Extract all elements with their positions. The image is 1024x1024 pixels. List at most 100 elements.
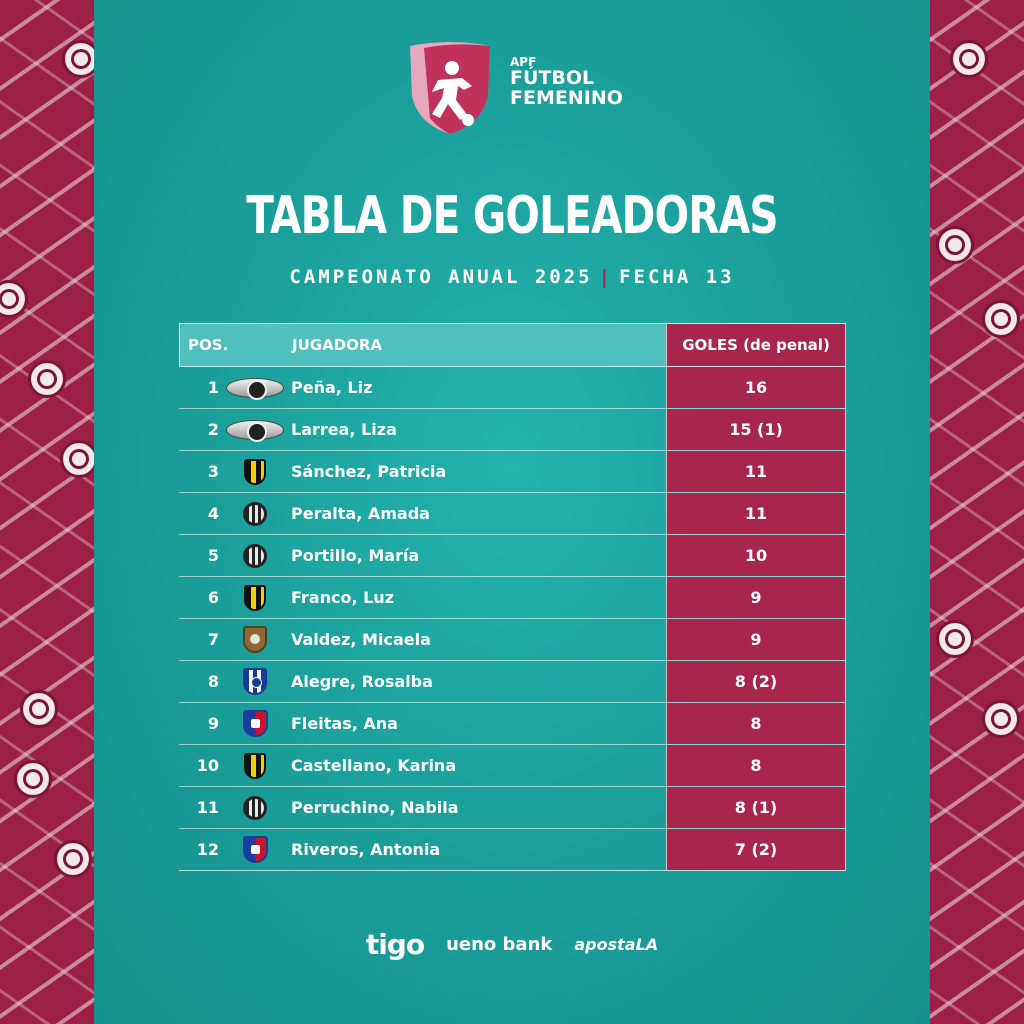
page-subtitle: CAMPEONATO ANUAL 2025 | FECHA 13: [0, 266, 1024, 288]
row-player: Alegre, Rosalba: [291, 672, 433, 691]
row-goals: 8 (1): [666, 787, 846, 828]
left-pattern-panel: [0, 0, 94, 1024]
guarani-crest-icon: [244, 584, 266, 611]
soccer-ball-icon: [982, 700, 1020, 738]
soccer-ball-icon: [982, 300, 1020, 338]
header-goals: GOLES (de penal): [666, 324, 846, 366]
guarani-crest-icon: [244, 458, 266, 485]
table-row: 4 Peralta, Amada 11: [179, 493, 846, 535]
cerro-crest-icon: [242, 710, 268, 737]
right-pattern-panel: [930, 0, 1024, 1024]
row-pos: 4: [207, 504, 219, 523]
row-goals: 11: [666, 451, 846, 492]
cerro-crest-icon: [242, 836, 268, 863]
crest-slot: [219, 458, 291, 485]
crest-slot: [219, 668, 291, 695]
row-pos: 10: [196, 756, 219, 775]
row-goals: 8: [666, 745, 846, 786]
ameliano-crest-icon: [243, 668, 267, 695]
olimpia-wings-crest-icon: [226, 419, 284, 442]
row-player: Perruchino, Nabila: [291, 798, 459, 817]
row-goals: 16: [666, 367, 846, 408]
table-row: 9 Fleitas, Ana 8: [179, 703, 846, 745]
table-row: 8 Alegre, Rosalba 8 (2): [179, 661, 846, 703]
row-goals: 11: [666, 493, 846, 534]
crest-slot: [219, 795, 291, 820]
table-row: 6 Franco, Luz 9: [179, 577, 846, 619]
sponsors-bar: tigo ueno bank apostaLA: [0, 928, 1024, 961]
olimpia-round-crest-icon: [243, 501, 267, 526]
row-player: Valdez, Micaela: [291, 630, 431, 649]
shield-player-icon: [410, 42, 490, 134]
row-pos: 5: [207, 546, 219, 565]
row-player: Fleitas, Ana: [291, 714, 398, 733]
row-player: Riveros, Antonia: [291, 840, 441, 859]
row-player: Franco, Luz: [291, 588, 395, 607]
row-pos: 3: [207, 462, 219, 481]
row-player: Sánchez, Patricia: [291, 462, 447, 481]
soccer-ball-icon: [936, 620, 974, 658]
row-pos: 2: [207, 420, 219, 439]
row-player: Larrea, Liza: [291, 420, 397, 439]
table-row: 7 Valdez, Micaela 9: [179, 619, 846, 661]
apf-futbol-femenino-logo: APF FÚTBOL FEMENINO: [402, 40, 642, 140]
subtitle-championship: CAMPEONATO ANUAL 2025: [289, 266, 593, 288]
olimpia-wings-crest-icon: [226, 377, 284, 400]
table-header: POS. JUGADORA GOLES (de penal): [179, 323, 846, 367]
logo-line-futbol: FÚTBOL: [510, 66, 595, 89]
row-pos: 6: [207, 588, 219, 607]
sponsor-tigo: tigo: [365, 928, 425, 961]
tacuary-crest-icon: [243, 626, 267, 653]
table-row: 12 Riveros, Antonia 7 (2): [179, 829, 846, 871]
row-pos: 12: [196, 840, 219, 859]
row-goals: 8: [666, 703, 846, 744]
table-row: 5 Portillo, María 10: [179, 535, 846, 577]
soccer-ball-icon: [60, 440, 94, 478]
sponsor-ueno-bank: ueno bank: [446, 934, 553, 955]
logo-text: APF FÚTBOL FEMENINO: [510, 56, 623, 108]
soccer-ball-icon: [14, 760, 52, 798]
row-goals: 7 (2): [666, 829, 846, 870]
row-goals: 15 (1): [666, 409, 846, 450]
table-row: 2 Larrea, Liza 15 (1): [179, 409, 846, 451]
logo-line-femenino: FEMENINO: [510, 86, 623, 109]
table-row: 10 Castellano, Karina 8: [179, 745, 846, 787]
olimpia-round-crest-icon: [243, 795, 267, 820]
row-player: Peralta, Amada: [291, 504, 430, 523]
olimpia-round-crest-icon: [243, 543, 267, 568]
row-player: Peña, Liz: [291, 378, 373, 397]
crest-slot: [219, 419, 291, 442]
table-row: 11 Perruchino, Nabila 8 (1): [179, 787, 846, 829]
row-pos: 11: [196, 798, 219, 817]
row-goals: 8 (2): [666, 661, 846, 702]
row-pos: 9: [207, 714, 219, 733]
soccer-ball-icon: [936, 226, 974, 264]
scorers-table: POS. JUGADORA GOLES (de penal) 1 Peña, Li…: [179, 323, 846, 871]
crest-slot: [219, 710, 291, 737]
subtitle-separator: |: [598, 266, 614, 288]
header-player: JUGADORA: [292, 336, 383, 354]
row-pos: 1: [207, 378, 219, 397]
soccer-ball-icon: [62, 40, 94, 78]
guarani-crest-icon: [244, 752, 266, 779]
row-goals: 9: [666, 577, 846, 618]
row-goals: 9: [666, 619, 846, 660]
table-row: 1 Peña, Liz 16: [179, 367, 846, 409]
page-title: TABLA DE GOLEADORAS: [246, 186, 778, 246]
row-player: Castellano, Karina: [291, 756, 457, 775]
logo-line-apf: APF: [510, 55, 537, 69]
sponsor-aposta: apostaLA: [574, 935, 659, 954]
crest-slot: [219, 501, 291, 526]
row-pos: 7: [207, 630, 219, 649]
soccer-ball-icon: [54, 840, 92, 878]
crest-slot: [219, 377, 291, 400]
crest-slot: [219, 836, 291, 863]
table-row: 3 Sánchez, Patricia 11: [179, 451, 846, 493]
crest-slot: [219, 543, 291, 568]
row-pos: 8: [207, 672, 219, 691]
row-player: Portillo, María: [291, 546, 420, 565]
crest-slot: [219, 626, 291, 653]
soccer-ball-icon: [950, 40, 988, 78]
header-pos: POS.: [188, 336, 229, 354]
crest-slot: [219, 584, 291, 611]
